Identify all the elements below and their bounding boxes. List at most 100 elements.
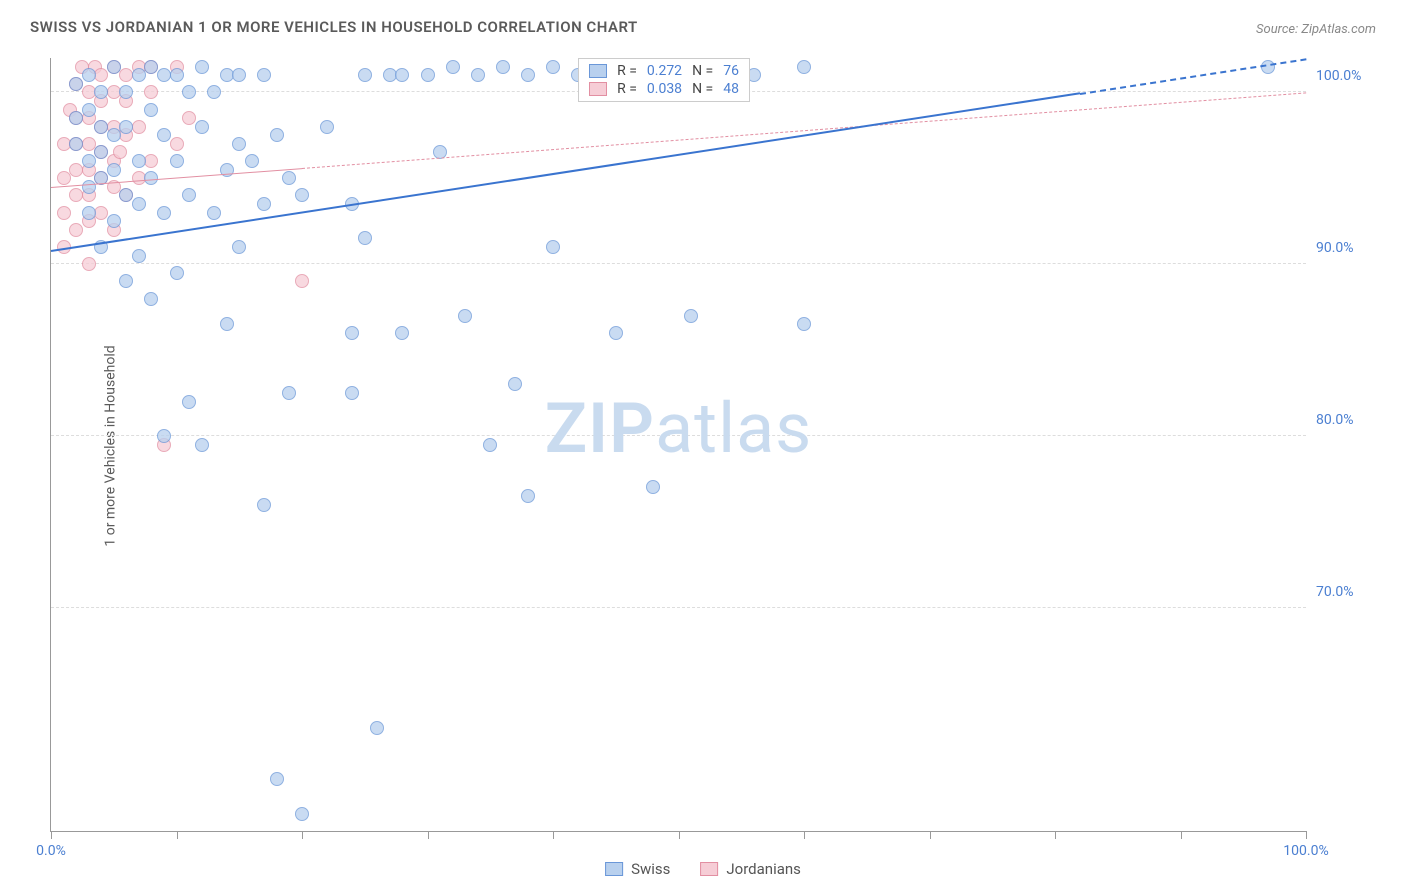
legend-r-label: R = [617,63,637,79]
chart-title: SWISS VS JORDANIAN 1 OR MORE VEHICLES IN… [30,18,638,36]
watermark-part1: ZIP [545,388,655,470]
scatter-point-jordanians [57,206,71,220]
scatter-point-swiss [144,103,158,117]
gridline-h [51,435,1306,436]
scatter-point-swiss [370,721,384,735]
plot-area: ZIPatlas R =0.272N =76R =0.038N =48 70.0… [50,58,1306,832]
scatter-point-swiss [295,807,309,821]
xtick [177,831,178,839]
legend-stats-row: R =0.272N =76 [589,63,739,79]
scatter-point-jordanians [82,257,96,271]
legend-r-value: 0.272 [647,63,682,79]
scatter-point-swiss [94,120,108,134]
scatter-point-swiss [119,274,133,288]
scatter-point-swiss [521,489,535,503]
scatter-point-swiss [170,154,184,168]
scatter-point-swiss [94,85,108,99]
legend-stats-box: R =0.272N =76R =0.038N =48 [578,58,750,102]
legend-label: Swiss [631,860,670,878]
scatter-point-swiss [195,438,209,452]
trend-line-swiss [51,93,1080,253]
trend-line-swiss [1080,58,1306,95]
scatter-point-swiss [69,111,83,125]
scatter-point-swiss [797,60,811,74]
scatter-point-swiss [358,68,372,82]
scatter-point-swiss [107,214,121,228]
scatter-point-swiss [496,60,510,74]
xtick [1055,831,1056,839]
scatter-point-swiss [471,68,485,82]
scatter-point-jordanians [295,274,309,288]
scatter-point-swiss [132,197,146,211]
scatter-point-jordanians [57,171,71,185]
scatter-point-swiss [69,137,83,151]
scatter-point-swiss [358,231,372,245]
scatter-point-jordanians [113,145,127,159]
chart-container: SWISS VS JORDANIAN 1 OR MORE VEHICLES IN… [0,0,1406,892]
scatter-point-swiss [245,154,259,168]
scatter-point-jordanians [94,206,108,220]
scatter-point-swiss [508,377,522,391]
legend-n-value: 48 [723,81,739,97]
legend-r-label: R = [617,81,637,97]
scatter-point-swiss [82,68,96,82]
legend-stats-row: R = 0.038 N = 48 [589,81,739,97]
scatter-point-swiss [82,180,96,194]
scatter-point-swiss [395,326,409,340]
xtick-label: 100.0% [1283,843,1328,859]
scatter-point-swiss [157,429,171,443]
scatter-point-swiss [282,171,296,185]
scatter-point-swiss [232,68,246,82]
scatter-point-swiss [483,438,497,452]
xtick [804,831,805,839]
scatter-point-swiss [257,498,271,512]
xtick [1306,831,1307,839]
scatter-point-swiss [182,188,196,202]
legend-label: Jordanians [726,860,801,878]
scatter-point-swiss [797,317,811,331]
legend-r-value: 0.038 [647,81,682,97]
scatter-point-swiss [107,163,121,177]
scatter-point-swiss [107,60,121,74]
xtick [679,831,680,839]
scatter-point-swiss [458,309,472,323]
scatter-point-swiss [82,103,96,117]
scatter-point-swiss [257,68,271,82]
scatter-point-swiss [257,197,271,211]
xtick [51,831,52,839]
scatter-point-swiss [119,188,133,202]
scatter-point-swiss [295,188,309,202]
scatter-point-swiss [82,154,96,168]
scatter-point-swiss [182,395,196,409]
ytick-label: 70.0% [1316,584,1376,600]
source-label: Source: ZipAtlas.com [1256,22,1376,37]
scatter-point-jordanians [82,137,96,151]
watermark-part2: atlas [655,388,812,470]
legend-swatch [589,82,607,96]
scatter-point-swiss [132,154,146,168]
gridline-h [51,263,1306,264]
scatter-point-swiss [282,386,296,400]
xtick [428,831,429,839]
scatter-point-swiss [421,68,435,82]
legend-n-label: N = [692,81,713,97]
scatter-point-swiss [182,85,196,99]
scatter-point-swiss [82,206,96,220]
scatter-point-swiss [220,317,234,331]
scatter-point-jordanians [182,111,196,125]
scatter-point-swiss [207,85,221,99]
ytick-label: 90.0% [1316,240,1376,256]
scatter-point-swiss [395,68,409,82]
scatter-point-swiss [684,309,698,323]
xtick [302,831,303,839]
watermark: ZIPatlas [545,388,813,470]
xtick-label: 0.0% [36,843,66,859]
xtick [1181,831,1182,839]
scatter-point-swiss [157,206,171,220]
scatter-point-swiss [546,60,560,74]
scatter-point-jordanians [69,223,83,237]
scatter-point-jordanians [144,85,158,99]
scatter-point-swiss [157,128,171,142]
scatter-point-swiss [132,249,146,263]
scatter-point-swiss [144,292,158,306]
